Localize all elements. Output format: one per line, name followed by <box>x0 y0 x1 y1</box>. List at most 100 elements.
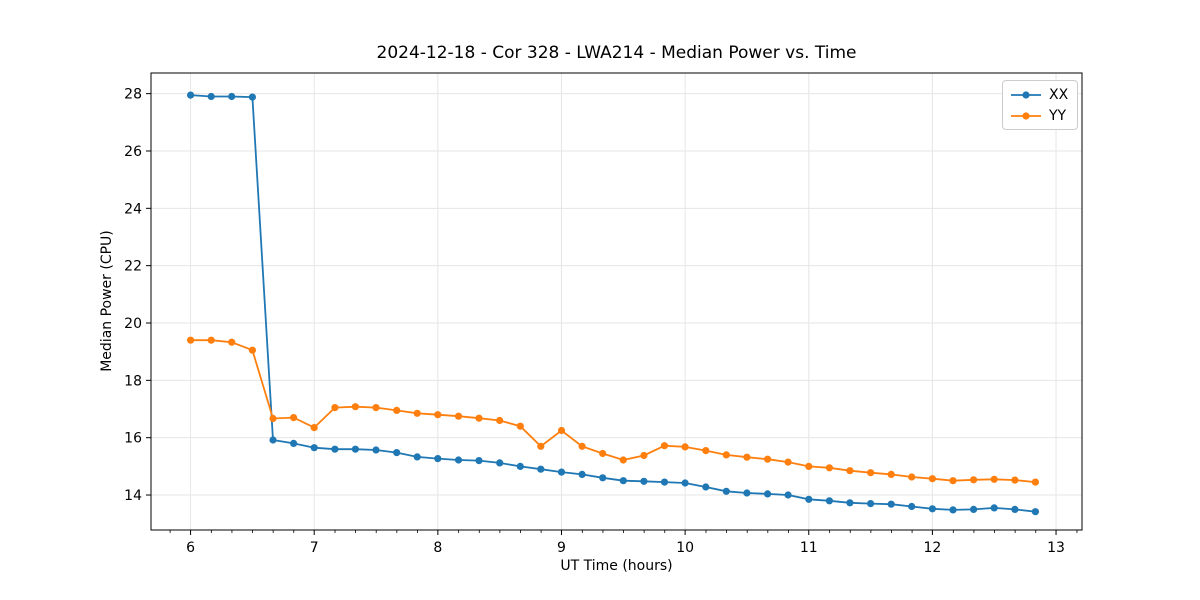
data-point <box>805 462 813 470</box>
data-point <box>454 412 463 420</box>
data-point <box>290 414 298 422</box>
data-point <box>599 474 607 482</box>
data-point <box>1031 508 1039 516</box>
data-point <box>743 489 751 497</box>
legend-label: YY <box>1049 107 1067 124</box>
data-point <box>454 456 463 464</box>
tick-labels: 6 7 8 9 10 11 12 13 14 16 18 20 22 24 26 28 <box>124 87 1065 556</box>
data-point <box>928 475 937 483</box>
series-yy <box>187 336 1039 486</box>
x-axis-label: UT Time (hours) <box>560 558 673 574</box>
data-point <box>970 476 978 484</box>
data-point <box>867 469 875 477</box>
data-point <box>557 426 566 435</box>
data-point <box>537 465 545 473</box>
data-point <box>846 499 854 507</box>
data-point <box>207 336 215 344</box>
legend-sample-line-icon <box>1011 90 1041 99</box>
data-point <box>660 478 669 486</box>
data-point <box>310 424 318 432</box>
data-point <box>764 490 772 498</box>
data-point <box>578 470 586 478</box>
data-point <box>887 470 895 478</box>
data-point <box>660 442 669 450</box>
y-tick-label: 26 <box>124 144 142 160</box>
data-point <box>990 504 998 512</box>
data-point <box>908 473 916 481</box>
data-point <box>784 458 792 466</box>
data-point <box>557 468 566 476</box>
data-point <box>743 453 751 461</box>
data-point <box>949 506 957 514</box>
data-point <box>248 346 256 354</box>
data-point <box>599 449 607 458</box>
data-point <box>413 409 421 417</box>
y-tick-label: 14 <box>124 488 142 504</box>
x-tick-label: 8 <box>433 540 442 556</box>
x-tick-label: 11 <box>800 540 818 556</box>
y-tick-label: 18 <box>124 373 142 389</box>
data-point <box>970 505 978 513</box>
data-point <box>949 477 957 485</box>
data-point <box>290 439 298 447</box>
data-point <box>228 338 236 346</box>
x-tick-label: 6 <box>186 540 195 556</box>
legend-sample-line-icon <box>1011 111 1041 120</box>
data-point <box>1011 476 1019 484</box>
data-point <box>887 500 895 508</box>
x-tick-label: 13 <box>1047 540 1065 556</box>
data-point <box>269 414 277 423</box>
data-point <box>248 93 256 101</box>
data-point <box>351 445 359 453</box>
data-point <box>784 491 792 499</box>
data-point <box>434 411 442 419</box>
data-point <box>619 477 627 485</box>
data-point <box>537 442 545 450</box>
x-tick-label: 9 <box>557 540 566 556</box>
data-point <box>722 487 730 495</box>
data-point <box>475 414 483 422</box>
data-point <box>722 451 730 459</box>
data-point <box>681 479 689 487</box>
data-point <box>269 436 277 444</box>
y-tick-label: 16 <box>124 431 142 447</box>
data-point <box>846 467 854 475</box>
data-point <box>207 92 215 101</box>
data-point <box>434 455 442 463</box>
axis-ticks <box>146 93 1078 535</box>
y-axis-label: Median Power (CPU) <box>99 230 115 372</box>
data-point <box>578 442 586 450</box>
data-point <box>187 336 195 344</box>
x-tick-label: 12 <box>923 540 941 556</box>
data-point <box>825 464 834 472</box>
legend-item-yy: YY <box>1010 105 1068 126</box>
data-point <box>413 453 421 461</box>
data-point <box>516 462 524 470</box>
data-point <box>393 406 401 414</box>
gridlines <box>151 73 1082 530</box>
data-point <box>867 500 875 508</box>
data-point <box>310 444 318 452</box>
legend-label: XX <box>1049 86 1069 103</box>
data-point <box>908 502 916 511</box>
y-tick-label: 20 <box>124 316 142 332</box>
data-point <box>516 422 524 430</box>
data-point <box>187 91 195 99</box>
data-point <box>640 451 648 460</box>
y-tick-label: 24 <box>124 201 142 217</box>
data-point <box>825 497 834 505</box>
data-point <box>805 495 813 503</box>
data-point <box>496 459 504 467</box>
data-point <box>351 403 359 411</box>
x-tick-label: 10 <box>676 540 694 556</box>
data-point <box>702 447 710 455</box>
data-point <box>1031 478 1039 486</box>
series-line <box>190 339 1036 483</box>
series-xx <box>187 91 1039 516</box>
data-point <box>331 404 339 412</box>
data-point <box>496 416 504 425</box>
data-point <box>393 449 401 457</box>
y-tick-label: 28 <box>124 87 142 103</box>
